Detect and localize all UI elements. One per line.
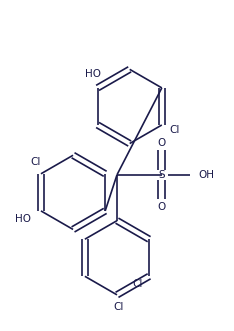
Text: OH: OH bbox=[198, 170, 214, 180]
Text: Cl: Cl bbox=[31, 157, 41, 167]
Text: O: O bbox=[158, 138, 166, 148]
Text: O: O bbox=[158, 202, 166, 212]
Text: Cl: Cl bbox=[132, 279, 143, 289]
Text: Cl: Cl bbox=[170, 125, 180, 135]
Text: Cl: Cl bbox=[114, 302, 124, 311]
Text: S: S bbox=[159, 170, 165, 180]
Text: HO: HO bbox=[85, 69, 101, 79]
Text: HO: HO bbox=[15, 214, 31, 224]
